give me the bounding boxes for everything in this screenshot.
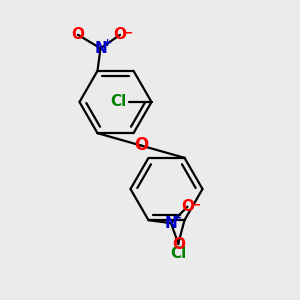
Text: O: O: [181, 199, 194, 214]
Text: +: +: [103, 38, 112, 48]
Text: +: +: [173, 213, 182, 223]
Text: −: −: [123, 27, 134, 40]
Text: O: O: [113, 27, 127, 42]
Text: Cl: Cl: [170, 246, 187, 261]
Text: N: N: [94, 41, 107, 56]
Text: O: O: [134, 136, 148, 154]
Text: −: −: [191, 199, 201, 212]
Text: O: O: [71, 27, 85, 42]
Text: N: N: [165, 216, 177, 231]
Text: Cl: Cl: [110, 94, 127, 110]
Text: O: O: [172, 237, 185, 252]
